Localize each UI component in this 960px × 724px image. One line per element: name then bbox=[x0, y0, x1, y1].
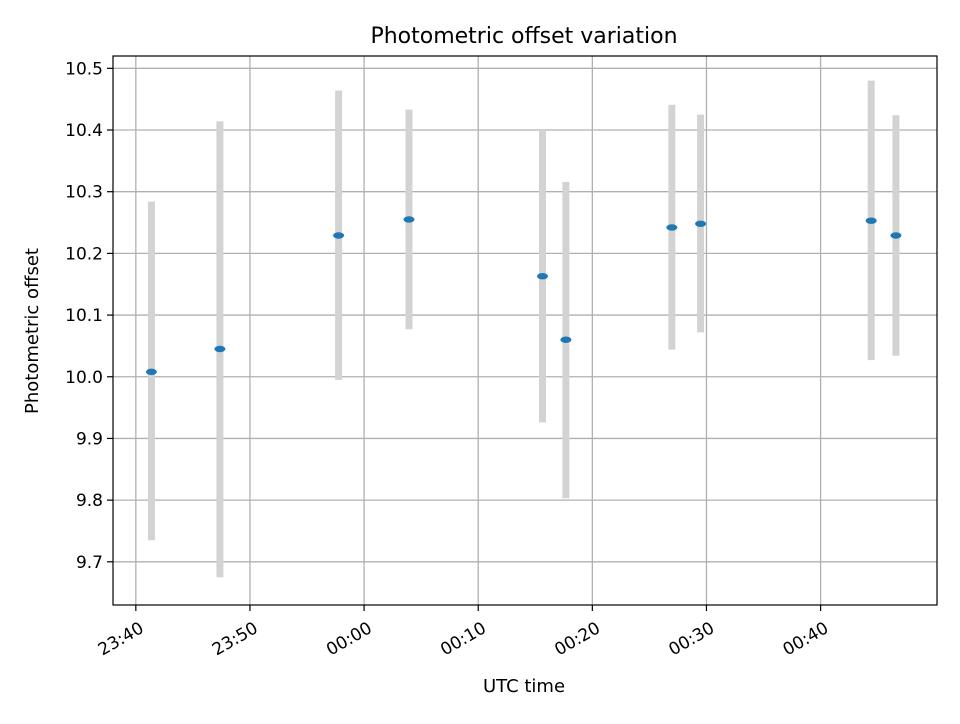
grid-lines bbox=[113, 56, 937, 605]
x-tick-label: 23:40 bbox=[95, 618, 147, 660]
data-point bbox=[145, 368, 157, 376]
y-tick-label: 9.7 bbox=[76, 553, 103, 573]
y-tick-label: 9.9 bbox=[76, 429, 103, 449]
y-tick-label: 10.0 bbox=[65, 368, 103, 388]
x-axis-ticks: 23:40 23:50 00:00 00:10 00:20 00:30 00:40 bbox=[95, 605, 832, 660]
data-point bbox=[214, 345, 226, 353]
plot-area-frame bbox=[112, 55, 938, 606]
y-tick-label: 10.5 bbox=[65, 59, 103, 79]
data-point bbox=[333, 232, 345, 239]
data-point bbox=[666, 224, 678, 231]
data-point bbox=[890, 232, 902, 239]
data-point bbox=[865, 217, 877, 224]
data-point bbox=[403, 216, 415, 223]
y-axis-label: Photometric offset bbox=[22, 248, 43, 414]
y-tick-label: 10.4 bbox=[65, 121, 103, 141]
x-tick-label: 00:40 bbox=[780, 618, 832, 660]
error-bars bbox=[147, 80, 900, 578]
y-tick-label: 10.3 bbox=[65, 183, 103, 203]
y-tick-label: 10.1 bbox=[65, 306, 103, 326]
x-tick-label: 00:10 bbox=[437, 618, 489, 660]
chart-title: Photometric offset variation bbox=[370, 24, 677, 49]
y-tick-label: 9.8 bbox=[76, 491, 103, 511]
x-tick-label: 00:20 bbox=[551, 618, 603, 660]
y-tick-label: 10.2 bbox=[65, 244, 103, 264]
data-point bbox=[695, 220, 707, 227]
data-point bbox=[560, 336, 572, 343]
x-tick-label: 00:30 bbox=[666, 618, 718, 660]
x-axis-label: UTC time bbox=[483, 676, 565, 697]
x-tick-label: 23:50 bbox=[209, 618, 261, 660]
x-tick-label: 00:00 bbox=[323, 618, 375, 660]
data-point bbox=[536, 273, 548, 280]
y-axis-ticks: 9.7 9.8 9.9 10.0 10.1 10.2 10.3 10.4 10.5 bbox=[65, 59, 113, 573]
data-points bbox=[145, 216, 902, 376]
